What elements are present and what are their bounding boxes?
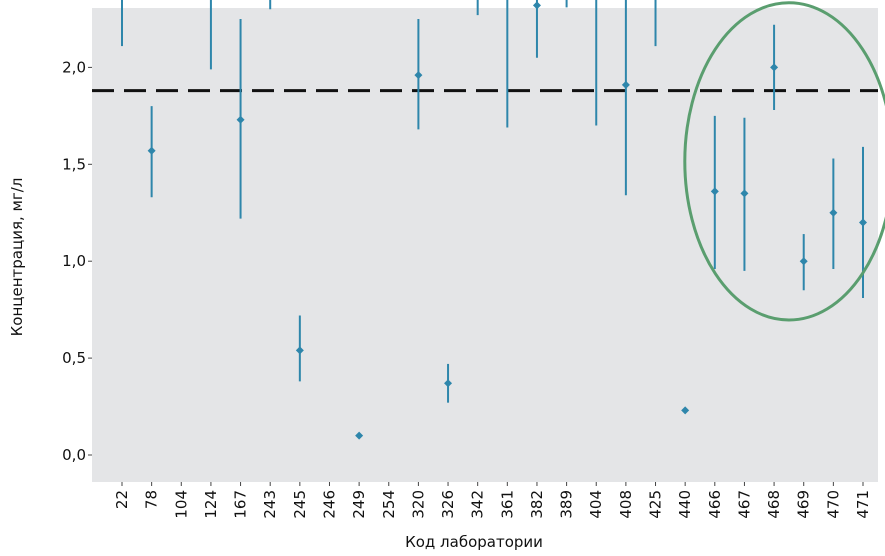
x-axis: 22 78 104 124 167 243 245 246 249 254 320 326 342 361… [113,482,872,519]
y-tick-label: 1,0 [62,252,86,270]
data-point-167 [236,115,245,124]
x-tick-label: 469 [795,490,813,519]
y-tick-label: 0,5 [62,349,86,367]
x-tick-label: 342 [469,490,487,519]
data-point-467 [740,189,749,198]
highlight-group [683,1,885,322]
x-tick-label: 320 [409,490,427,519]
x-tick-label: 104 [172,490,190,519]
x-tick-label: 467 [735,490,753,519]
data-point-440 [681,406,690,415]
x-axis-title: Код лаборатории [405,533,543,551]
x-tick-label: 22 [113,490,131,509]
y-axis: 0,00,51,01,52,02,53,03,54,04,5 [62,58,92,464]
x-tick-label: 471 [854,490,872,519]
highlight-ellipse [683,1,885,322]
x-tick-label: 167 [232,490,250,519]
x-tick-label: 382 [528,490,546,519]
x-tick-label: 466 [706,490,724,519]
x-tick-label: 78 [143,490,161,509]
x-tick-label: 361 [498,490,516,519]
x-tick-label: 440 [676,490,694,519]
x-tick-label: 468 [765,490,783,519]
data-point-78 [147,146,156,155]
data-point-326 [444,379,453,388]
x-tick-label: 408 [617,490,635,519]
x-tick-label: 389 [558,490,576,519]
x-tick-label: 326 [439,490,457,519]
data-point-466 [710,187,719,196]
x-tick-label: 245 [291,490,309,519]
data-point-469 [799,257,808,266]
data-point-408 [621,80,630,89]
y-tick-label: 0,0 [62,446,86,464]
x-tick-label: 243 [261,490,279,519]
data-point-468 [770,63,779,72]
data-point-471 [859,218,867,227]
x-tick-label: 249 [350,490,368,519]
plot-area [92,8,878,482]
reference-lines [92,89,878,93]
x-tick-label: 404 [587,490,605,519]
y-axis-title: Концентрация, мг/л [8,178,26,337]
data-point-320 [414,71,423,80]
x-tick-label: 254 [380,490,398,519]
data-points [147,1,867,440]
data-point-249 [355,431,364,440]
x-tick-label: 124 [202,490,220,519]
x-tick-label: 246 [320,490,338,519]
y-tick-label: 1,5 [62,155,86,173]
y-tick-label: 2,0 [62,58,86,76]
x-tick-label: 425 [647,490,665,519]
x-tick-label: 470 [824,490,842,519]
data-point-382 [532,1,541,10]
data-point-470 [829,208,838,217]
data-point-245 [295,346,304,355]
